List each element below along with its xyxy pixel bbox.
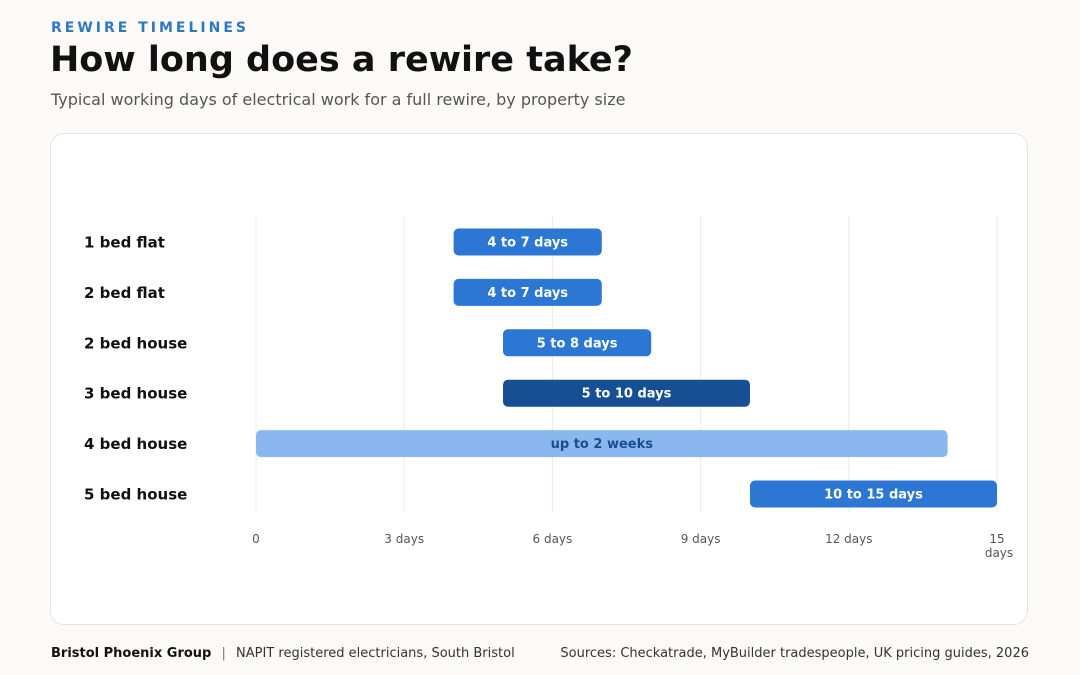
range-bar-3-bed-house — [503, 379, 750, 407]
bar-label-3-bed-house: 5 to 10 days — [582, 387, 672, 402]
chart-card: 0 3 days 6 days 9 days 12 days 15 days 1 bed fl… — [50, 133, 1028, 625]
x-tick-label-9: 9 days — [681, 532, 721, 546]
range-bar-1-bed-flat — [453, 228, 602, 256]
category-label-1-bed-flat: 1 bed flat — [84, 234, 165, 252]
eyebrow-label: REWIRE TIMELINES — [51, 20, 249, 36]
page-subtitle: Typical working days of electrical work … — [51, 90, 626, 109]
footer-tagline: NAPIT registered electricians, South Bri… — [236, 646, 515, 661]
x-tick-label-6: 6 days — [533, 532, 573, 546]
category-label-2-bed-house: 2 bed house — [84, 334, 187, 352]
range-bar-chart: 0 3 days 6 days 9 days 12 days 15 days 1 bed fl… — [84, 216, 1013, 560]
x-tick-label-12: 12 days — [825, 532, 872, 546]
bar-label-4-bed-house: up to 2 weeks — [551, 437, 654, 452]
bar-label-5-bed-house: 10 to 15 days — [824, 488, 923, 503]
x-tick-label-3: 3 days — [384, 532, 424, 546]
x-tick-label-0: 0 — [252, 532, 260, 546]
bar-label-2-bed-house: 5 to 8 days — [537, 336, 618, 351]
footer-brand: Bristol Phoenix Group — [51, 646, 212, 661]
bar-label-1-bed-flat: 4 to 7 days — [487, 236, 568, 251]
range-bar-5-bed-house — [750, 480, 997, 508]
category-label-3-bed-house: 3 bed house — [84, 385, 187, 403]
range-bar-2-bed-house — [503, 329, 652, 357]
range-bar-4-bed-house — [256, 430, 948, 458]
range-bar-2-bed-flat — [453, 278, 602, 306]
category-label-2-bed-flat: 2 bed flat — [84, 284, 165, 302]
footer-credit: Bristol Phoenix Group | NAPIT registered… — [51, 646, 515, 661]
footer-sources: Sources: Checkatrade, MyBuilder tradespe… — [560, 646, 1029, 661]
category-label-4-bed-house: 4 bed house — [84, 435, 187, 453]
bar-label-2-bed-flat: 4 to 7 days — [487, 286, 568, 301]
x-tick-label-15: 15 days — [985, 532, 1013, 560]
footer-separator: | — [221, 646, 226, 661]
category-label-5-bed-house: 5 bed house — [84, 486, 187, 504]
page-title: How long does a rewire take? — [50, 40, 633, 80]
